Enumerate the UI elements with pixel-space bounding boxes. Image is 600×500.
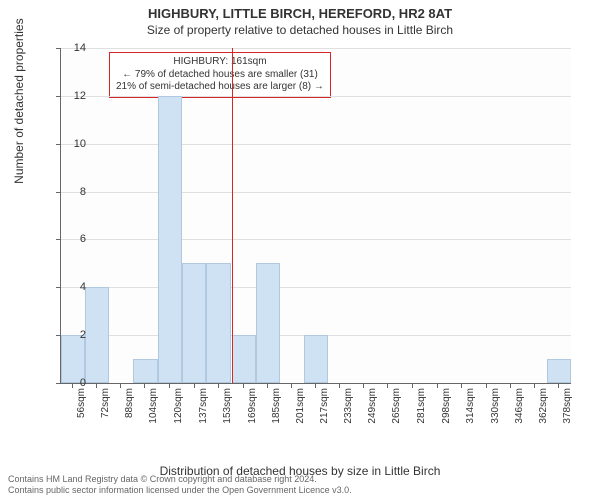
xtick-label: 56sqm <box>76 388 87 418</box>
xtick-label: 185sqm <box>271 388 282 424</box>
xtick-label: 265sqm <box>391 388 402 424</box>
xtick-mark <box>534 383 535 388</box>
xtick-label: 201sqm <box>295 388 306 424</box>
xtick-mark <box>169 383 170 388</box>
ytick-label: 2 <box>62 329 86 341</box>
ytick-mark <box>56 144 61 145</box>
annotation-box: HIGHBURY: 161sqm ← 79% of detached house… <box>109 52 331 98</box>
xtick-label: 217sqm <box>319 388 330 424</box>
xtick-label: 249sqm <box>367 388 378 424</box>
histogram-bar <box>85 287 109 383</box>
xtick-label: 362sqm <box>538 388 549 424</box>
ytick-label: 14 <box>62 42 86 54</box>
xtick-label: 120sqm <box>173 388 184 424</box>
xtick-label: 169sqm <box>247 388 258 424</box>
xtick-mark <box>363 383 364 388</box>
xtick-mark <box>486 383 487 388</box>
xtick-mark <box>96 383 97 388</box>
xtick-mark <box>412 383 413 388</box>
xtick-mark <box>218 383 219 388</box>
chart-subtitle: Size of property relative to detached ho… <box>0 21 600 37</box>
xtick-mark <box>267 383 268 388</box>
xtick-mark <box>243 383 244 388</box>
footer-line-2: Contains public sector information licen… <box>8 485 352 496</box>
ytick-label: 4 <box>62 281 86 293</box>
footer-line-1: Contains HM Land Registry data © Crown c… <box>8 474 352 485</box>
gridline <box>61 192 571 193</box>
chart-title: HIGHBURY, LITTLE BIRCH, HEREFORD, HR2 8A… <box>0 0 600 21</box>
chart-container: HIGHBURY, LITTLE BIRCH, HEREFORD, HR2 8A… <box>0 0 600 500</box>
xtick-mark <box>387 383 388 388</box>
gridline <box>61 96 571 97</box>
xtick-label: 153sqm <box>222 388 233 424</box>
xtick-label: 233sqm <box>343 388 354 424</box>
footer-attribution: Contains HM Land Registry data © Crown c… <box>8 474 352 496</box>
histogram-bar <box>158 96 182 383</box>
xtick-mark <box>339 383 340 388</box>
xtick-label: 330sqm <box>490 388 501 424</box>
chart-area: HIGHBURY: 161sqm ← 79% of detached house… <box>60 48 570 418</box>
ytick-mark <box>56 239 61 240</box>
marker-line <box>232 48 233 383</box>
histogram-bar <box>304 335 328 383</box>
xtick-label: 378sqm <box>562 388 573 424</box>
gridline <box>61 48 571 49</box>
gridline <box>61 287 571 288</box>
annotation-line-3: 21% of semi-detached houses are larger (… <box>116 81 324 94</box>
xtick-mark <box>120 383 121 388</box>
y-axis-label: Number of detached properties <box>12 18 26 183</box>
xtick-label: 346sqm <box>514 388 525 424</box>
ytick-mark <box>56 383 61 384</box>
ytick-mark <box>56 287 61 288</box>
ytick-label: 6 <box>62 233 86 245</box>
histogram-bar <box>133 359 157 383</box>
histogram-bar <box>61 335 85 383</box>
xtick-label: 72sqm <box>100 388 111 418</box>
gridline <box>61 239 571 240</box>
histogram-bar <box>182 263 206 383</box>
ytick-mark <box>56 48 61 49</box>
xtick-mark <box>194 383 195 388</box>
annotation-line-1: HIGHBURY: 161sqm <box>116 56 324 69</box>
plot-region: HIGHBURY: 161sqm ← 79% of detached house… <box>60 48 571 384</box>
ytick-mark <box>56 96 61 97</box>
xtick-label: 88sqm <box>124 388 135 418</box>
ytick-label: 12 <box>62 90 86 102</box>
xtick-mark <box>437 383 438 388</box>
xtick-label: 137sqm <box>198 388 209 424</box>
xtick-label: 298sqm <box>441 388 452 424</box>
annotation-line-2: ← 79% of detached houses are smaller (31… <box>116 69 324 82</box>
xtick-mark <box>510 383 511 388</box>
ytick-label: 8 <box>62 186 86 198</box>
xtick-mark <box>144 383 145 388</box>
xtick-label: 104sqm <box>148 388 159 424</box>
xtick-mark <box>291 383 292 388</box>
xtick-mark <box>558 383 559 388</box>
histogram-bar <box>206 263 232 383</box>
xtick-mark <box>315 383 316 388</box>
xtick-mark <box>461 383 462 388</box>
xtick-label: 281sqm <box>416 388 427 424</box>
histogram-bar <box>547 359 571 383</box>
ytick-label: 10 <box>62 138 86 150</box>
histogram-bar <box>232 335 256 383</box>
gridline <box>61 144 571 145</box>
xtick-label: 314sqm <box>465 388 476 424</box>
ytick-mark <box>56 192 61 193</box>
histogram-bar <box>256 263 280 383</box>
ytick-label: 0 <box>62 377 86 389</box>
